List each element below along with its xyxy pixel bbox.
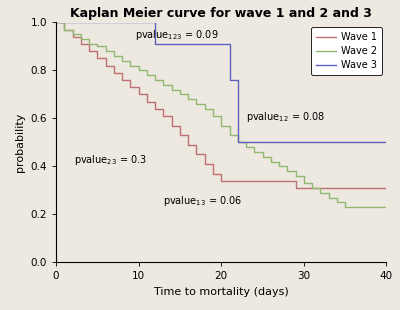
Wave 1 (384, 186, 389, 190)
Wave 1 (302, 186, 306, 190)
Wave 2 (252, 150, 257, 154)
Wave 2 (326, 196, 331, 199)
Legend: Wave 1, Wave 2, Wave 3: Wave 1, Wave 2, Wave 3 (312, 27, 382, 75)
Text: pvalue$_{13}$ = 0.06: pvalue$_{13}$ = 0.06 (164, 193, 243, 207)
Wave 2 (144, 73, 149, 77)
Wave 2 (186, 97, 191, 101)
Wave 1 (120, 78, 124, 82)
Wave 2 (95, 45, 100, 48)
Wave 3 (384, 140, 389, 144)
Wave 2 (54, 21, 58, 24)
Wave 1 (103, 64, 108, 68)
Wave 2 (368, 205, 372, 209)
Wave 1 (219, 179, 224, 183)
Wave 1 (260, 179, 265, 183)
Wave 1 (202, 162, 207, 166)
Line: Wave 1: Wave 1 (56, 23, 386, 188)
Text: pvalue$_{123}$ = 0.09: pvalue$_{123}$ = 0.09 (134, 28, 218, 42)
Wave 2 (285, 169, 290, 173)
Wave 1 (277, 179, 282, 183)
Wave 1 (318, 186, 323, 190)
Wave 1 (252, 179, 257, 183)
X-axis label: Time to mortality (days): Time to mortality (days) (154, 287, 289, 297)
Wave 1 (78, 42, 83, 46)
Wave 3 (235, 140, 240, 144)
Wave 1 (70, 35, 75, 39)
Wave 1 (95, 57, 100, 60)
Wave 1 (153, 107, 158, 111)
Wave 1 (87, 49, 92, 53)
Wave 2 (120, 59, 124, 63)
Wave 1 (62, 28, 67, 32)
Y-axis label: probability: probability (15, 113, 25, 172)
Wave 1 (54, 21, 58, 24)
Wave 3 (153, 42, 158, 46)
Wave 2 (376, 205, 381, 209)
Wave 1 (136, 93, 141, 96)
Wave 2 (178, 93, 182, 96)
Wave 1 (268, 179, 273, 183)
Text: pvalue$_{23}$ = 0.3: pvalue$_{23}$ = 0.3 (74, 153, 147, 167)
Wave 1 (128, 85, 133, 89)
Wave 2 (70, 33, 75, 36)
Wave 3 (54, 21, 58, 24)
Wave 1 (227, 179, 232, 183)
Wave 1 (161, 114, 166, 118)
Wave 2 (227, 133, 232, 137)
Wave 2 (359, 205, 364, 209)
Wave 1 (144, 100, 149, 104)
Wave 1 (186, 143, 191, 147)
Wave 2 (194, 102, 199, 106)
Wave 2 (219, 124, 224, 127)
Wave 3 (103, 21, 108, 24)
Wave 2 (235, 140, 240, 144)
Wave 2 (87, 42, 92, 46)
Wave 2 (260, 155, 265, 159)
Wave 2 (244, 145, 248, 149)
Wave 1 (112, 71, 116, 75)
Wave 2 (277, 165, 282, 168)
Wave 1 (178, 133, 182, 137)
Line: Wave 2: Wave 2 (56, 23, 386, 207)
Wave 2 (302, 181, 306, 185)
Wave 3 (227, 78, 232, 82)
Wave 2 (202, 107, 207, 111)
Wave 2 (268, 160, 273, 163)
Wave 1 (310, 186, 314, 190)
Wave 2 (384, 205, 389, 209)
Wave 2 (153, 78, 158, 82)
Wave 2 (78, 38, 83, 41)
Wave 2 (112, 54, 116, 58)
Wave 2 (343, 205, 348, 209)
Wave 1 (326, 186, 331, 190)
Wave 1 (285, 179, 290, 183)
Wave 2 (161, 83, 166, 87)
Wave 1 (244, 179, 248, 183)
Wave 2 (62, 28, 67, 32)
Wave 2 (318, 191, 323, 195)
Wave 2 (128, 64, 133, 68)
Wave 2 (293, 174, 298, 178)
Wave 1 (194, 153, 199, 156)
Wave 1 (169, 124, 174, 127)
Wave 2 (351, 205, 356, 209)
Wave 2 (169, 88, 174, 91)
Wave 1 (293, 186, 298, 190)
Wave 2 (210, 114, 215, 118)
Wave 2 (334, 201, 339, 204)
Wave 1 (210, 172, 215, 175)
Wave 2 (136, 69, 141, 72)
Wave 2 (103, 49, 108, 53)
Line: Wave 3: Wave 3 (56, 23, 386, 142)
Wave 2 (310, 186, 314, 190)
Title: Kaplan Meier curve for wave 1 and 2 and 3: Kaplan Meier curve for wave 1 and 2 and … (70, 7, 372, 20)
Text: pvalue$_{12}$ = 0.08: pvalue$_{12}$ = 0.08 (246, 110, 325, 124)
Wave 1 (235, 179, 240, 183)
